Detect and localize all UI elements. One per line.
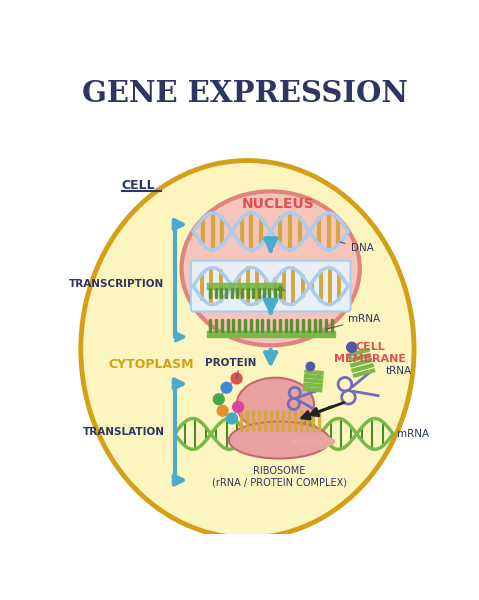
Ellipse shape: [237, 377, 314, 431]
Ellipse shape: [229, 422, 330, 458]
Text: DNA: DNA: [340, 242, 373, 253]
FancyBboxPatch shape: [191, 260, 351, 311]
Text: PROTEIN: PROTEIN: [205, 358, 256, 368]
Text: TRANSLATION: TRANSLATION: [82, 427, 164, 437]
Text: mRNA: mRNA: [397, 429, 429, 439]
Text: tRNA: tRNA: [386, 366, 411, 376]
Text: TRANSCRIPTION: TRANSCRIPTION: [69, 279, 164, 289]
Text: CELL: CELL: [122, 179, 156, 193]
Circle shape: [217, 406, 228, 416]
Text: GENE EXPRESSION: GENE EXPRESSION: [82, 79, 408, 108]
Circle shape: [306, 362, 315, 371]
Text: NUCLEUS: NUCLEUS: [242, 197, 315, 211]
Text: CYTOPLASM: CYTOPLASM: [108, 358, 194, 371]
Circle shape: [227, 413, 238, 424]
Circle shape: [233, 401, 243, 412]
Ellipse shape: [81, 161, 414, 538]
Circle shape: [221, 382, 232, 393]
Circle shape: [231, 373, 242, 384]
Text: mRNA: mRNA: [326, 314, 380, 329]
Circle shape: [347, 342, 357, 352]
Circle shape: [213, 394, 224, 404]
Ellipse shape: [182, 191, 360, 346]
Text: CELL
MEMBRANE: CELL MEMBRANE: [334, 342, 406, 364]
Text: RIBOSOME
(rRNA / PROTEIN COMPLEX): RIBOSOME (rRNA / PROTEIN COMPLEX): [212, 466, 347, 488]
